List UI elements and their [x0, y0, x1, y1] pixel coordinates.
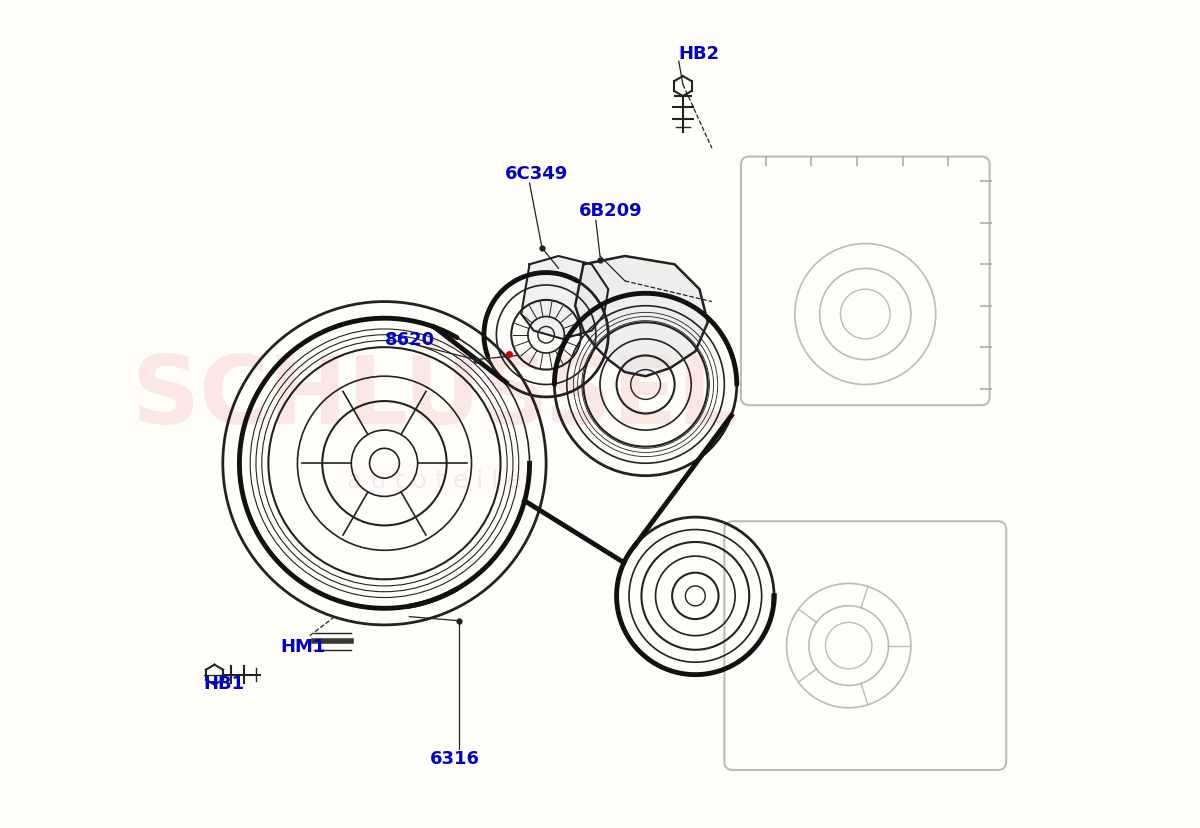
Polygon shape	[521, 257, 608, 339]
Text: 6B209: 6B209	[580, 202, 643, 220]
Text: HB2: HB2	[679, 45, 720, 63]
Text: 6316: 6316	[430, 749, 480, 767]
Text: HB1: HB1	[204, 674, 245, 692]
Text: 8620: 8620	[384, 330, 434, 349]
Text: HM1: HM1	[281, 637, 326, 655]
Text: a u t o t e i l e: a u t o t e i l e	[347, 469, 522, 492]
Text: 6C349: 6C349	[505, 165, 568, 183]
Polygon shape	[575, 257, 708, 377]
Text: SCHLÜSSEL: SCHLÜSSEL	[131, 352, 737, 443]
